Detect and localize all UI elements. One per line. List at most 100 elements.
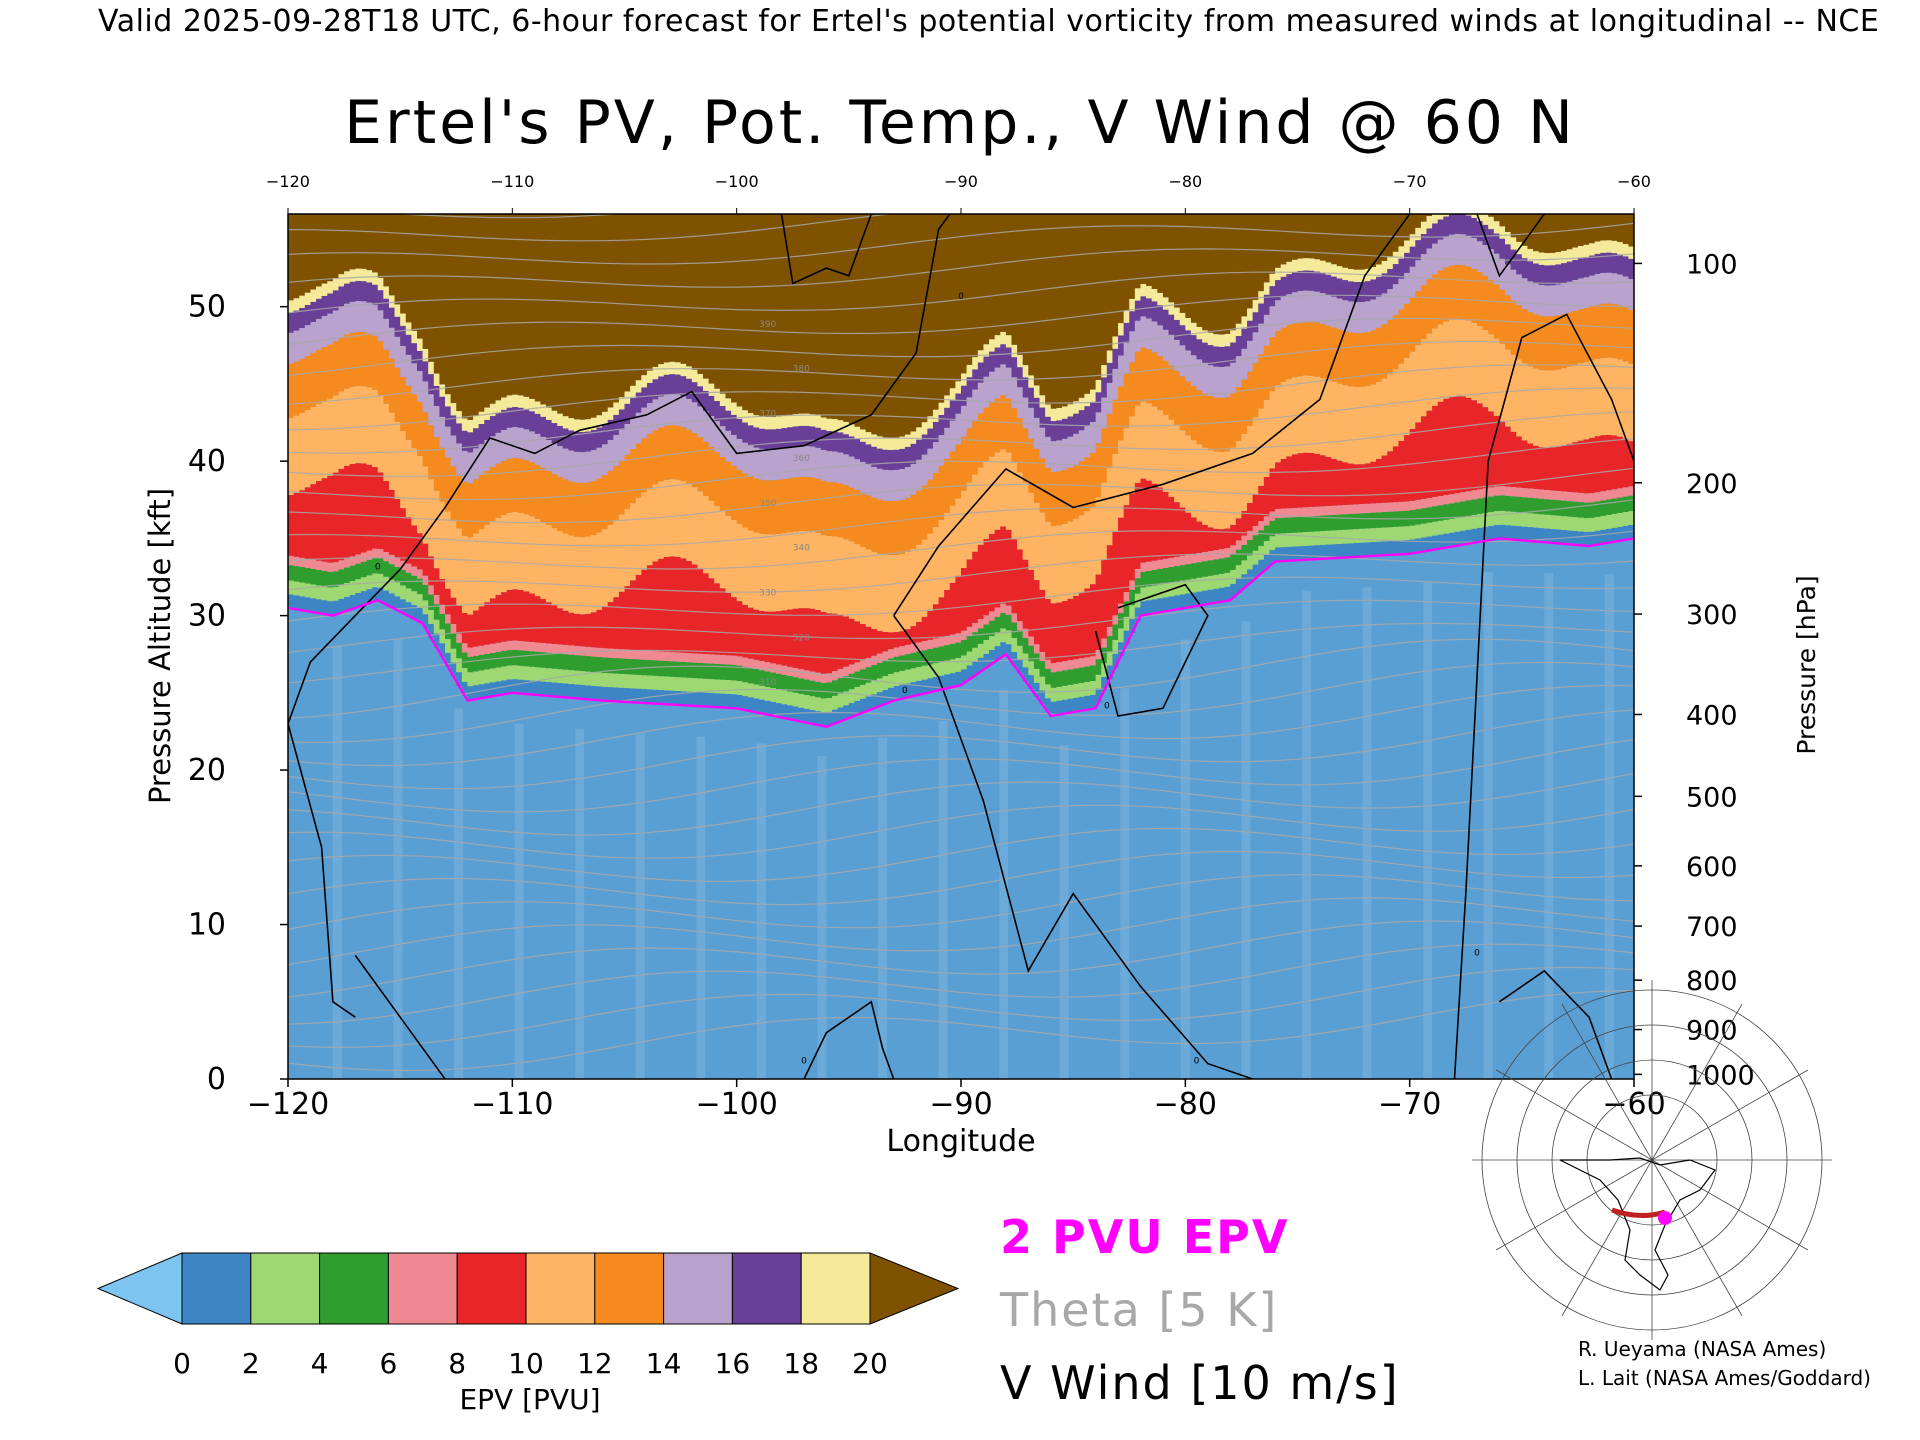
field-cell xyxy=(1224,366,1231,398)
field-cell xyxy=(405,385,412,440)
field-cell xyxy=(876,436,884,449)
field-cell xyxy=(944,458,951,513)
field-cell xyxy=(405,602,412,617)
field-cell xyxy=(618,687,626,702)
field-cell xyxy=(1527,527,1534,542)
field-cell xyxy=(820,612,827,674)
field-cell xyxy=(1331,327,1338,382)
field-cell xyxy=(921,214,928,423)
field-cell xyxy=(832,680,839,696)
field-column xyxy=(332,214,340,615)
field-cell xyxy=(321,400,328,479)
field-cell xyxy=(787,676,794,692)
field-cell xyxy=(293,415,300,493)
field-cell xyxy=(1392,284,1400,316)
field-cell xyxy=(1437,520,1444,535)
field-cell xyxy=(1392,251,1400,265)
field-column xyxy=(1005,214,1013,659)
field-cell xyxy=(680,652,687,662)
field-column xyxy=(602,214,609,701)
field-cell xyxy=(327,344,334,399)
field-cell xyxy=(1622,496,1629,513)
field-cell xyxy=(658,376,665,397)
field-cell xyxy=(938,414,945,436)
field-cell xyxy=(1488,512,1495,526)
field-cell xyxy=(1185,554,1192,565)
field-cell xyxy=(1258,521,1265,531)
field-cell xyxy=(725,214,732,399)
field-cell xyxy=(815,214,822,416)
field-cell xyxy=(433,436,441,491)
field-cell xyxy=(1185,381,1192,436)
field-cell xyxy=(1017,645,1024,660)
field-cell xyxy=(1185,317,1192,331)
field-column xyxy=(635,214,642,703)
field-cell xyxy=(882,554,889,632)
field-cell xyxy=(1572,517,1579,531)
field-cell xyxy=(1448,234,1456,266)
field-cell xyxy=(1033,417,1041,449)
field-cell xyxy=(445,588,452,615)
field-cell xyxy=(534,518,541,597)
field-cell xyxy=(394,214,401,305)
map-meridian xyxy=(1651,1159,1809,1251)
field-cell xyxy=(1387,214,1394,257)
field-cell xyxy=(921,434,928,455)
field-cell xyxy=(366,214,373,271)
field-cell xyxy=(1516,496,1523,513)
field-cell xyxy=(1392,502,1400,512)
field-cell xyxy=(921,422,928,435)
field-cell xyxy=(355,300,362,332)
field-cell xyxy=(669,652,676,662)
field-cell xyxy=(1566,366,1573,444)
field-column xyxy=(344,214,351,611)
field-cell xyxy=(1123,310,1130,323)
field-cell xyxy=(1432,274,1439,329)
field-column xyxy=(1218,214,1226,602)
field-cell xyxy=(916,680,923,695)
field-cell xyxy=(411,330,418,344)
field-cell xyxy=(1510,511,1517,526)
field-cell xyxy=(316,585,323,600)
field-cell xyxy=(1280,296,1287,328)
field-cell xyxy=(697,214,704,374)
field-cell xyxy=(989,339,996,352)
field-cell xyxy=(1067,698,1074,713)
field-cell xyxy=(1314,506,1321,516)
field-cell xyxy=(1572,492,1579,502)
field-cell xyxy=(1151,483,1158,561)
field-cell xyxy=(764,611,771,663)
field-cell xyxy=(1067,436,1074,468)
field-cell xyxy=(1510,300,1517,355)
field-cell xyxy=(1370,330,1377,385)
field-cell xyxy=(1347,504,1355,514)
field-column xyxy=(1387,214,1394,555)
field-cell xyxy=(1022,653,1029,668)
field-cell xyxy=(1168,496,1175,558)
field-cell xyxy=(1353,269,1360,282)
field-cell xyxy=(1505,525,1512,540)
field-cell xyxy=(1460,501,1467,517)
field-cell xyxy=(1353,214,1360,270)
field-column xyxy=(517,214,525,694)
field-cell xyxy=(1185,564,1192,580)
field-cell xyxy=(1544,528,1551,543)
field-column xyxy=(876,214,884,707)
field-cell xyxy=(1376,214,1383,265)
field-cell xyxy=(1398,246,1405,259)
field-cell xyxy=(602,648,609,658)
field-cell xyxy=(299,557,306,568)
field-cell xyxy=(764,416,771,430)
field-cell xyxy=(854,544,861,622)
field-cell xyxy=(1577,258,1585,279)
field-cell xyxy=(602,672,609,687)
field-cell xyxy=(1028,636,1035,646)
field-cell xyxy=(1230,545,1237,555)
field-cell xyxy=(977,362,985,383)
field-cell xyxy=(1544,514,1551,529)
field-cell xyxy=(949,420,956,452)
field-cell xyxy=(613,465,620,520)
field-cell xyxy=(1505,495,1512,512)
field-cell xyxy=(1342,462,1349,506)
field-cell xyxy=(1404,501,1411,511)
